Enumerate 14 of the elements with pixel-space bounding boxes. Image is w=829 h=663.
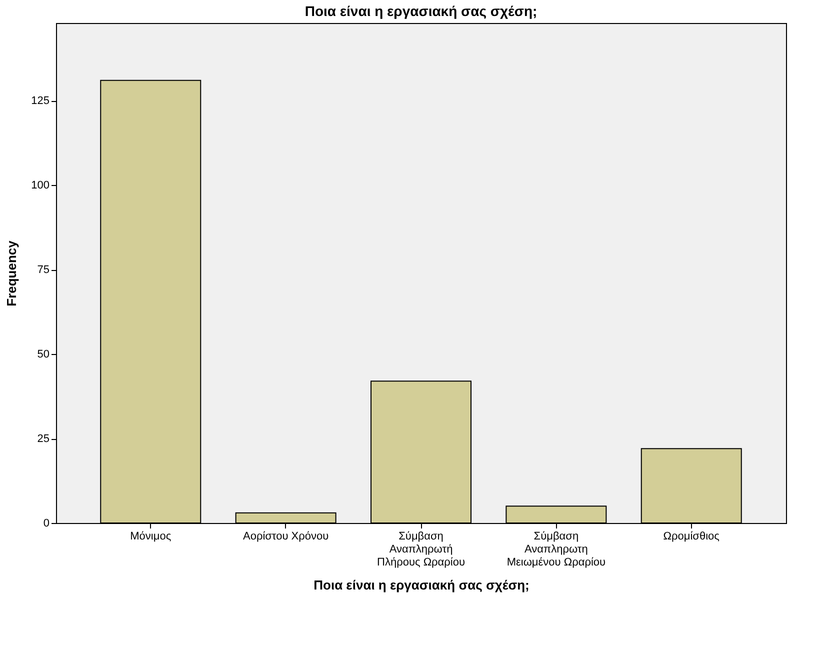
y-tick-label: 50: [37, 348, 50, 361]
chart-title: Ποια είναι η εργασιακή σας σχέση;: [304, 3, 538, 19]
y-tick-label: 125: [31, 95, 50, 108]
x-axis-title: Ποια είναι η εργασιακή σας σχέση;: [314, 578, 530, 592]
y-tick-label: 100: [31, 180, 50, 192]
y-axis-title: Frequency: [4, 240, 20, 306]
x-tick-label: Σύμβαση Αναπληρωτή Πλήρους Ωραρίου: [377, 530, 465, 568]
x-tick-label: Αορίστου Χρόνου: [242, 530, 329, 542]
y-tick-label: 25: [37, 433, 50, 446]
y-tick-label: 0: [43, 518, 50, 530]
x-tick-label: Σύμβαση Αναπληρωτη Μειωμένου Ωραρίου: [506, 530, 606, 568]
x-tick-label: Ωρομίσθιος: [663, 530, 720, 542]
x-tick-label: Μόνιμος: [130, 530, 172, 542]
y-tick-label: 75: [37, 264, 50, 276]
